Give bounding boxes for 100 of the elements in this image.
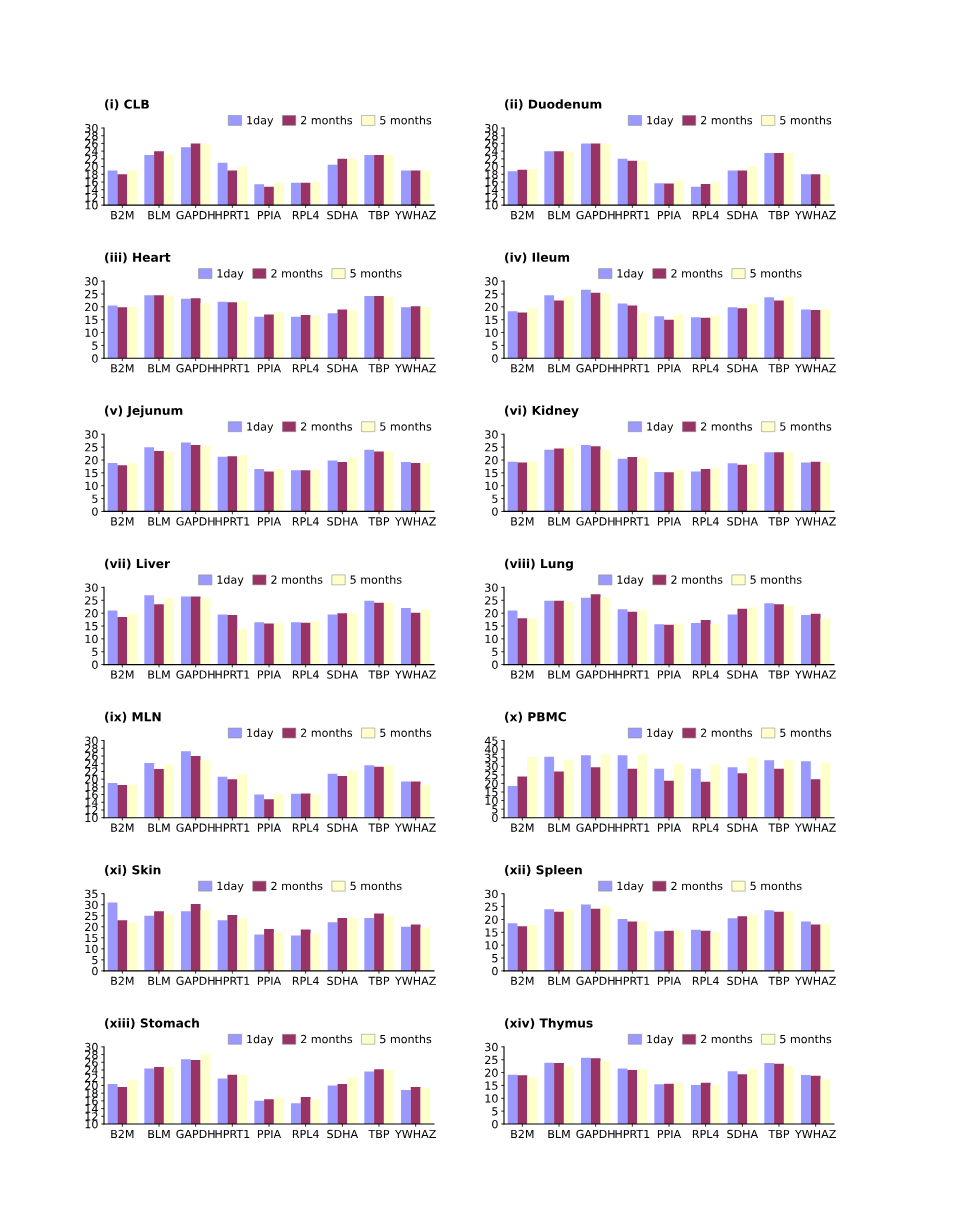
bar xyxy=(144,595,155,665)
bar xyxy=(654,931,665,971)
bar xyxy=(617,918,628,971)
bar xyxy=(810,1075,821,1124)
bar xyxy=(310,469,321,512)
bar xyxy=(163,914,174,971)
bar xyxy=(590,292,601,359)
bar xyxy=(581,1057,591,1124)
bar xyxy=(820,762,831,818)
bar xyxy=(200,910,211,971)
bar xyxy=(627,456,638,512)
bar xyxy=(783,605,794,665)
bar xyxy=(654,624,665,665)
bar xyxy=(163,295,174,359)
bar xyxy=(107,305,118,359)
bar xyxy=(673,469,684,512)
bar xyxy=(347,457,357,512)
bar xyxy=(637,754,647,818)
bar xyxy=(374,451,384,512)
bar xyxy=(507,786,518,818)
bar xyxy=(590,908,601,971)
bar xyxy=(664,319,674,359)
bar xyxy=(227,456,238,512)
bar xyxy=(264,314,274,359)
bar xyxy=(200,445,211,512)
bar xyxy=(144,447,155,512)
bar xyxy=(563,602,574,665)
bar xyxy=(254,469,265,512)
bar xyxy=(507,461,518,512)
bar xyxy=(764,760,775,818)
bar xyxy=(273,622,284,665)
bar xyxy=(563,759,574,818)
bar xyxy=(737,308,748,359)
bar xyxy=(627,768,638,818)
bar xyxy=(300,622,311,665)
bar xyxy=(673,315,684,359)
bar xyxy=(664,624,674,665)
bar xyxy=(700,620,711,665)
bar xyxy=(517,1075,528,1124)
bar xyxy=(420,463,431,512)
bar xyxy=(107,610,118,665)
bar xyxy=(654,472,665,512)
bar xyxy=(127,613,137,665)
bar xyxy=(637,922,647,971)
bar xyxy=(747,1068,757,1124)
bar xyxy=(774,300,784,359)
bar xyxy=(590,767,601,818)
bar xyxy=(563,1066,574,1124)
bar xyxy=(820,618,831,665)
bar xyxy=(563,909,574,971)
bar xyxy=(727,918,738,971)
bar xyxy=(401,608,411,665)
bar xyxy=(310,621,321,665)
bar xyxy=(700,469,711,512)
bar xyxy=(637,457,647,512)
bar xyxy=(673,763,684,818)
bar xyxy=(637,1069,647,1124)
bar xyxy=(401,926,411,971)
bar xyxy=(700,930,711,971)
bar xyxy=(581,445,591,512)
bar xyxy=(617,755,628,818)
bar xyxy=(563,296,574,359)
bar xyxy=(190,298,201,359)
bar xyxy=(710,764,721,818)
bar xyxy=(700,1082,711,1124)
bar xyxy=(774,911,784,971)
bar xyxy=(617,1068,628,1124)
bar xyxy=(581,289,591,359)
bar xyxy=(264,928,274,971)
bar xyxy=(127,306,137,359)
bar xyxy=(637,312,647,359)
bar xyxy=(420,306,431,359)
bar xyxy=(600,449,611,512)
bar xyxy=(327,313,338,359)
bar xyxy=(337,309,348,359)
bar xyxy=(783,1065,794,1124)
bar xyxy=(117,307,128,359)
bar xyxy=(117,617,128,665)
bar xyxy=(691,768,701,818)
bar xyxy=(747,914,757,971)
bar xyxy=(727,614,738,665)
bar xyxy=(710,468,721,512)
bar xyxy=(727,767,738,818)
bar xyxy=(581,597,591,665)
bar xyxy=(774,1063,784,1124)
bar xyxy=(774,604,784,665)
bar xyxy=(254,934,265,971)
bar xyxy=(673,623,684,665)
bar xyxy=(527,1077,537,1124)
bar xyxy=(783,911,794,971)
bar xyxy=(310,315,321,359)
bar xyxy=(527,308,537,359)
bar xyxy=(107,902,118,971)
bar xyxy=(310,933,321,971)
bar xyxy=(383,451,394,512)
bar xyxy=(820,1079,831,1124)
bar xyxy=(383,602,394,665)
bar xyxy=(747,303,757,359)
bar xyxy=(664,780,674,818)
bar xyxy=(554,448,564,512)
